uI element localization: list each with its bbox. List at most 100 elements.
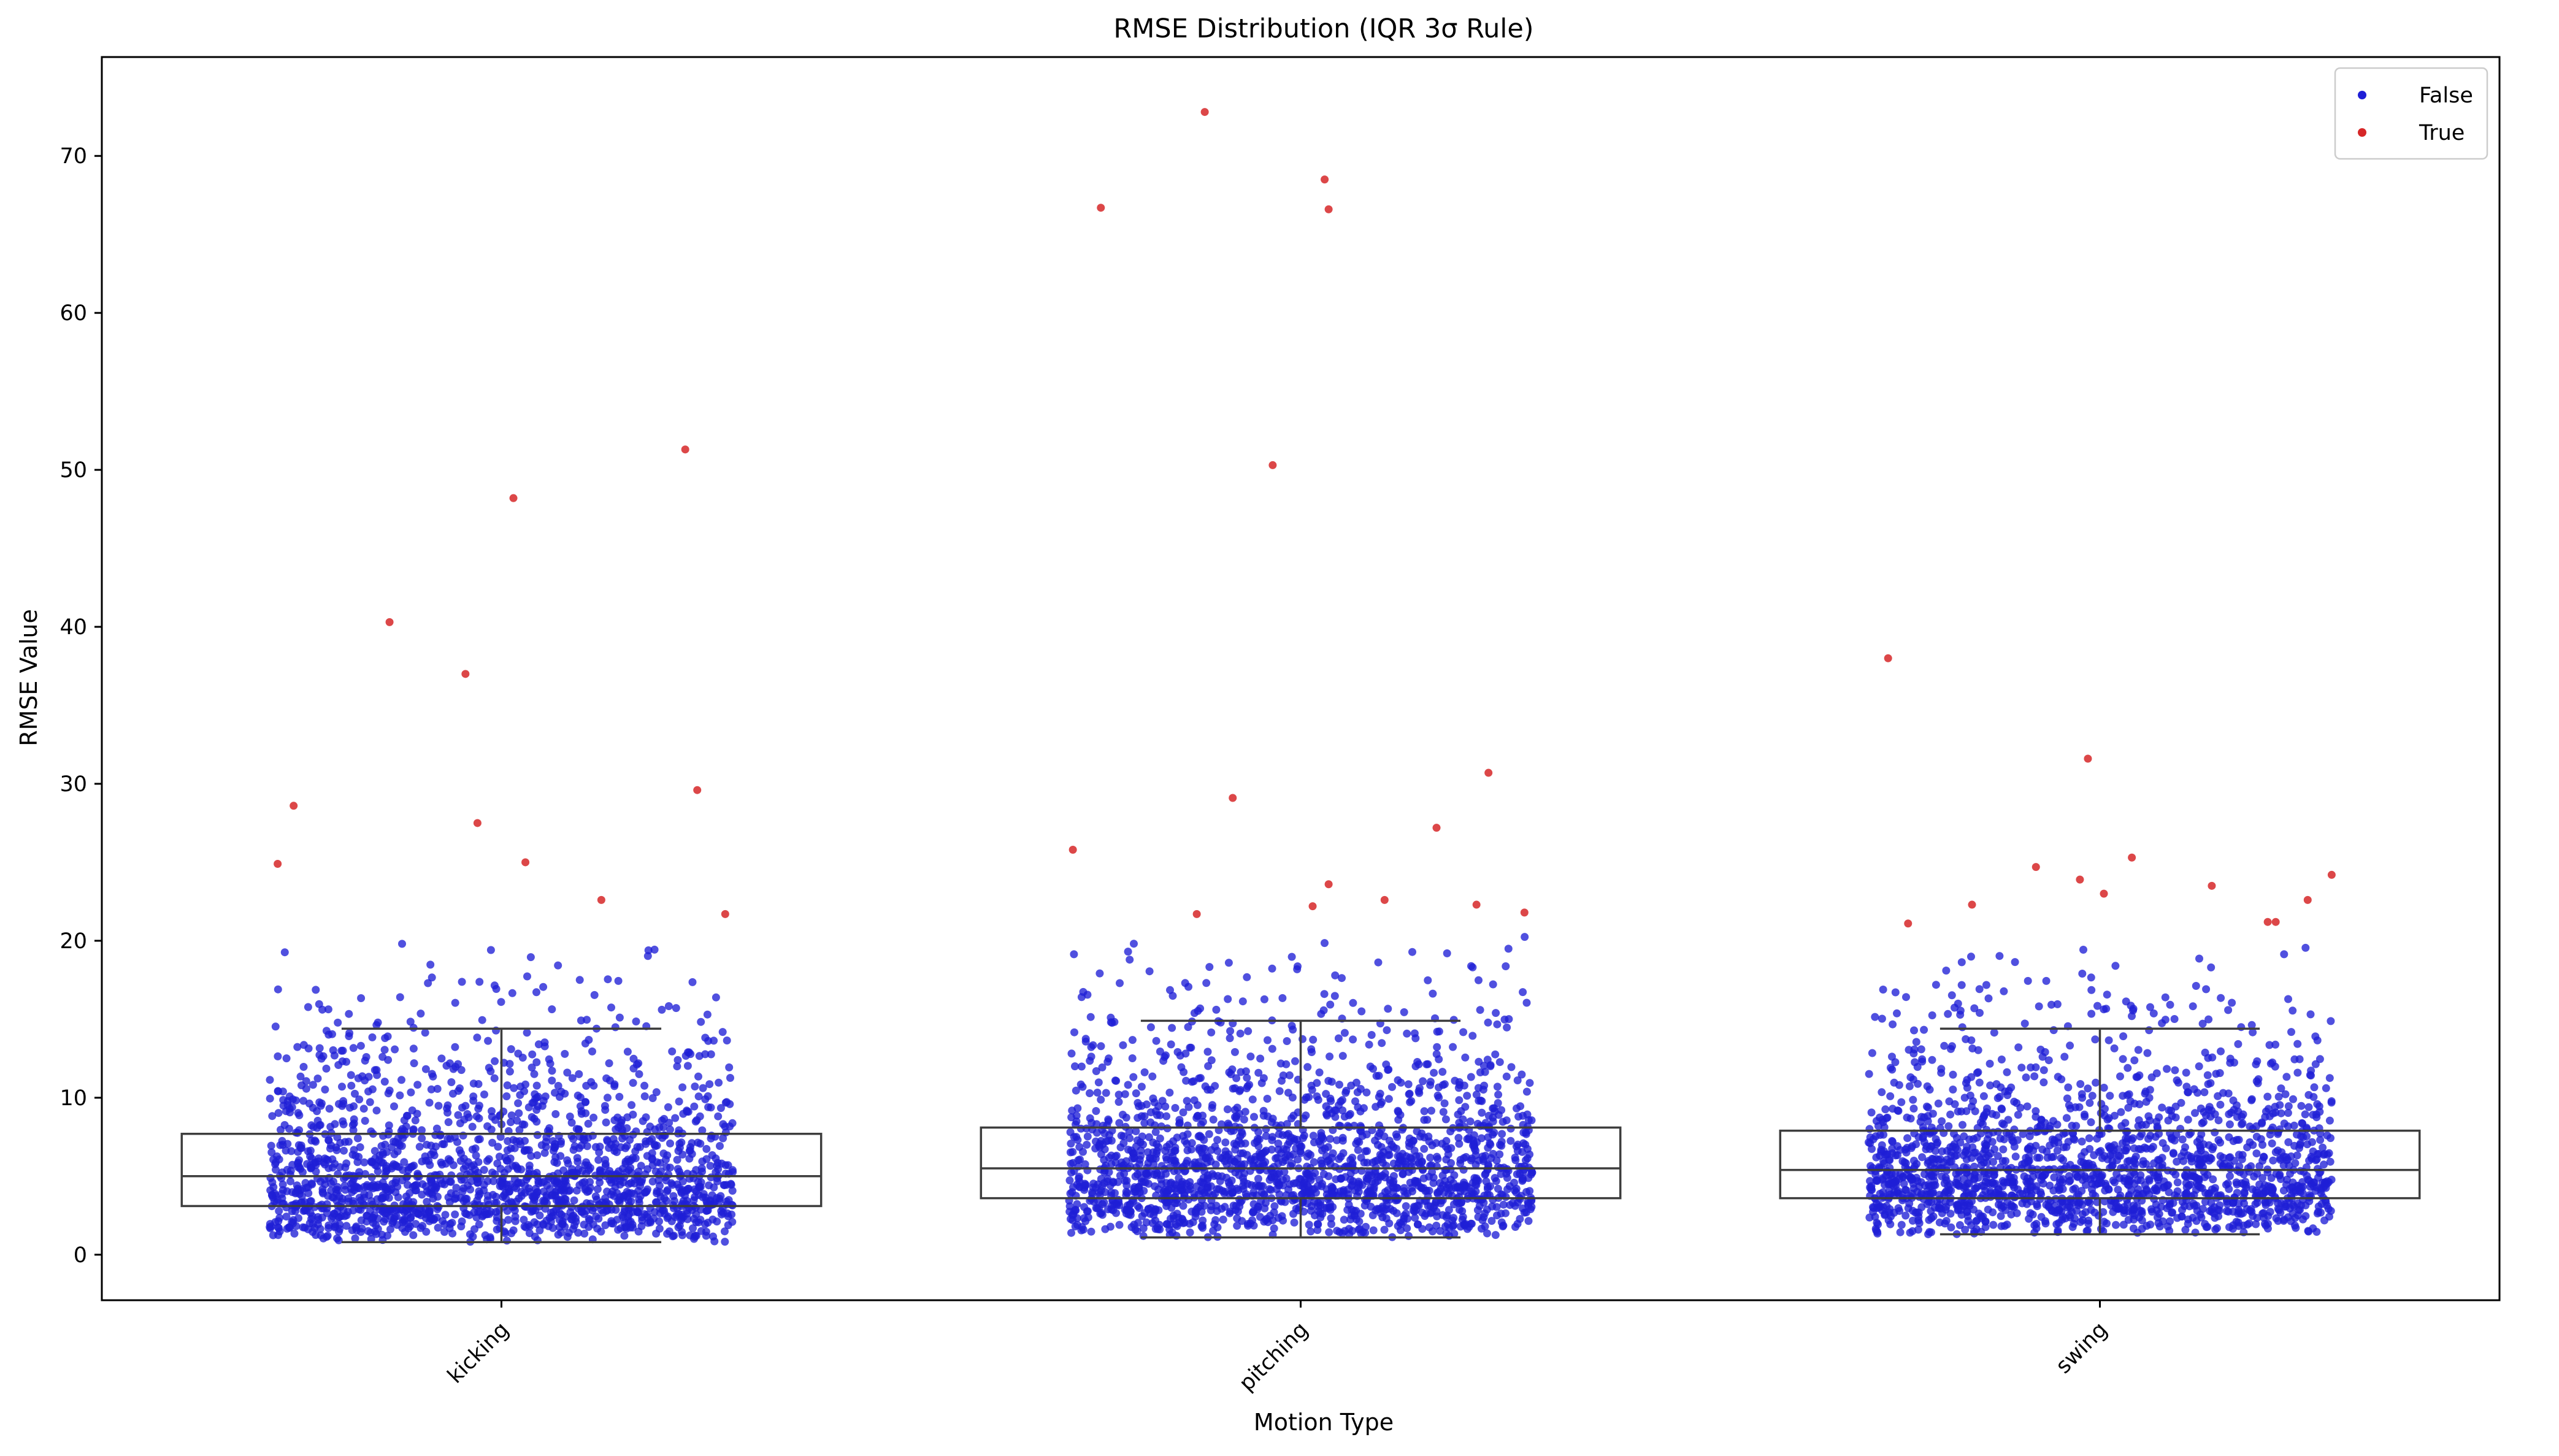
inlier-point [1197,1148,1206,1157]
inlier-point [1482,1177,1491,1186]
inlier-point [1115,1090,1123,1099]
inlier-point [1460,1154,1468,1162]
inlier-point [2251,1200,2260,1208]
inlier-point [527,1152,535,1160]
inlier-point [528,1050,537,1059]
inlier-point [1353,1137,1362,1145]
inlier-point [2079,946,2087,954]
inlier-point [2148,1208,2156,1216]
inlier-point [1083,1141,1091,1149]
inlier-point [1405,1138,1413,1147]
inlier-point [1105,1168,1113,1176]
inlier-point [504,1137,512,1145]
inlier-point [1262,1125,1270,1133]
inlier-point [1868,1049,1876,1057]
inlier-point [716,1142,724,1150]
inlier-point [1088,1188,1096,1197]
inlier-point [548,1067,556,1075]
inlier-point [452,1184,461,1192]
inlier-point [1199,1224,1207,1232]
inlier-point [1183,1186,1192,1194]
inlier-point [389,1217,397,1226]
inlier-point [2087,973,2095,982]
inlier-point [1422,1060,1431,1068]
inlier-point [1888,1065,1897,1074]
inlier-point [1424,1132,1433,1141]
inlier-point [604,975,612,984]
inlier-point [1070,1028,1078,1036]
inlier-point [1173,1133,1181,1142]
inlier-point [635,1178,644,1186]
inlier-point [1512,1142,1521,1151]
inlier-point [1081,1160,1089,1168]
inlier-point [1338,1136,1347,1145]
inlier-point [501,1229,509,1238]
inlier-point [1450,1171,1459,1179]
inlier-point [1456,1081,1464,1089]
inlier-point [1167,1040,1175,1049]
inlier-point [2196,1104,2205,1113]
inlier-point [525,1165,534,1174]
inlier-point [325,1105,334,1113]
inlier-point [686,1050,695,1059]
inlier-point [1207,1202,1216,1211]
inlier-point [1504,944,1513,953]
inlier-point [1498,1117,1507,1126]
inlier-point [1443,1184,1451,1192]
inlier-point [1315,1176,1324,1184]
inlier-point [1338,974,1346,983]
inlier-point [333,1182,342,1191]
inlier-point [2103,1116,2112,1124]
inlier-point [520,1216,528,1224]
inlier-point [1254,1068,1263,1077]
inlier-point [2304,1103,2313,1111]
inlier-point [1217,1120,1226,1128]
inlier-point [1514,1198,1522,1207]
inlier-point [297,1192,306,1200]
inlier-point [1126,956,1134,964]
inlier-point [1486,1140,1495,1149]
inlier-point [2249,1028,2257,1036]
inlier-point [1308,1048,1316,1056]
inlier-point [459,1154,468,1163]
inlier-point [503,1081,512,1090]
inlier-point [686,1146,694,1154]
inlier-point [673,1062,681,1071]
inlier-point [348,1178,357,1187]
inlier-point [1092,1128,1101,1137]
inlier-point [1518,1176,1527,1185]
inlier-point [532,1081,541,1090]
inlier-point [728,1119,737,1127]
inlier-point [2022,1073,2030,1082]
inlier-point [1486,1062,1495,1070]
inlier-point [1516,1215,1524,1223]
inlier-point [694,1218,703,1227]
inlier-point [390,1150,399,1159]
inlier-point [559,1220,567,1228]
inlier-point [1240,1115,1248,1124]
inlier-point [1227,1176,1236,1185]
inlier-point [566,1113,574,1121]
inlier-point [1205,1130,1213,1138]
inlier-point [2017,1063,2026,1072]
inlier-point [723,1197,731,1206]
inlier-point [1076,1155,1084,1164]
inlier-point [1403,1214,1412,1223]
inlier-point [1993,1152,2002,1160]
inlier-point [2305,1176,2314,1185]
inlier-point [314,1157,323,1166]
inlier-point [1495,1058,1504,1067]
inlier-point [622,1225,631,1233]
inlier-point [715,1078,723,1087]
inlier-point [1320,990,1329,998]
inlier-point [1243,1073,1251,1082]
inlier-point [1270,1202,1279,1211]
inlier-point [1494,1163,1502,1171]
inlier-point [1331,1163,1340,1171]
inlier-point [516,1082,525,1091]
inlier-point [1173,1048,1182,1056]
inlier-point [2142,1121,2150,1129]
inlier-point [1502,1209,1510,1217]
inlier-point [2239,1110,2247,1119]
inlier-point [2087,1010,2096,1018]
